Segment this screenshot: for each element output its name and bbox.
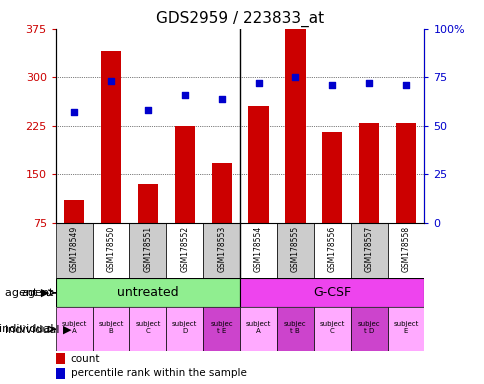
Bar	[321, 132, 342, 223]
Text: subject
E: subject E	[393, 321, 418, 334]
Bar	[240, 278, 424, 307]
Text: subjec
t B: subjec t B	[284, 321, 306, 334]
Bar	[211, 162, 231, 223]
Bar	[350, 307, 387, 351]
Point	[217, 96, 225, 102]
Bar	[166, 223, 203, 278]
Bar	[56, 278, 240, 307]
Bar	[129, 307, 166, 351]
Point	[70, 109, 78, 115]
Text: count: count	[70, 354, 100, 364]
Bar	[64, 200, 84, 223]
Text: percentile rank within the sample: percentile rank within the sample	[70, 368, 246, 378]
Bar	[313, 307, 350, 351]
Bar	[203, 223, 240, 278]
Point	[181, 92, 188, 98]
Text: GSM178557: GSM178557	[364, 225, 373, 272]
Point	[291, 74, 299, 80]
Text: individual: individual	[0, 324, 54, 334]
Bar	[203, 307, 240, 351]
Point	[401, 82, 409, 88]
Text: GSM178555: GSM178555	[290, 225, 299, 272]
Text: GSM178549: GSM178549	[70, 225, 78, 272]
Bar	[240, 307, 276, 351]
Bar	[101, 51, 121, 223]
Text: subject
C: subject C	[135, 321, 160, 334]
Bar	[387, 223, 424, 278]
Text: GSM178558: GSM178558	[401, 225, 409, 271]
Bar	[166, 307, 203, 351]
Bar	[92, 223, 129, 278]
Bar	[387, 307, 424, 351]
Text: subjec
t D: subjec t D	[357, 321, 379, 334]
Bar	[240, 223, 276, 278]
Bar	[395, 122, 415, 223]
Text: G-CSF: G-CSF	[313, 286, 350, 299]
Bar	[248, 106, 268, 223]
Text: subject
A: subject A	[245, 321, 271, 334]
Bar	[56, 307, 92, 351]
Point	[254, 80, 262, 86]
Point	[364, 80, 372, 86]
Text: GSM178556: GSM178556	[327, 225, 336, 272]
Bar	[313, 223, 350, 278]
Bar	[174, 126, 195, 223]
Bar	[56, 353, 65, 364]
Text: agent: agent	[21, 288, 54, 298]
Text: GSM178553: GSM178553	[217, 225, 226, 272]
Text: subject
B: subject B	[98, 321, 123, 334]
Bar	[285, 29, 305, 223]
Text: agent ▶: agent ▶	[5, 288, 49, 298]
Title: GDS2959 / 223833_at: GDS2959 / 223833_at	[156, 11, 323, 27]
Bar	[276, 307, 313, 351]
Point	[144, 107, 151, 113]
Text: subject
C: subject C	[319, 321, 344, 334]
Text: subject
D: subject D	[172, 321, 197, 334]
Text: subject
A: subject A	[61, 321, 87, 334]
Text: GSM178550: GSM178550	[106, 225, 115, 272]
Bar	[56, 368, 65, 379]
Text: individual ▶: individual ▶	[5, 324, 71, 334]
Text: GSM178554: GSM178554	[254, 225, 262, 272]
Bar	[276, 223, 313, 278]
Bar	[137, 184, 158, 223]
Bar	[56, 223, 92, 278]
Text: subjec
t E: subjec t E	[210, 321, 232, 334]
Text: GSM178551: GSM178551	[143, 225, 152, 271]
Bar	[129, 223, 166, 278]
Text: GSM178552: GSM178552	[180, 225, 189, 271]
Bar	[358, 122, 378, 223]
Point	[107, 78, 115, 84]
Point	[328, 82, 335, 88]
Bar	[350, 223, 387, 278]
Bar	[92, 307, 129, 351]
Text: untreated: untreated	[117, 286, 179, 299]
